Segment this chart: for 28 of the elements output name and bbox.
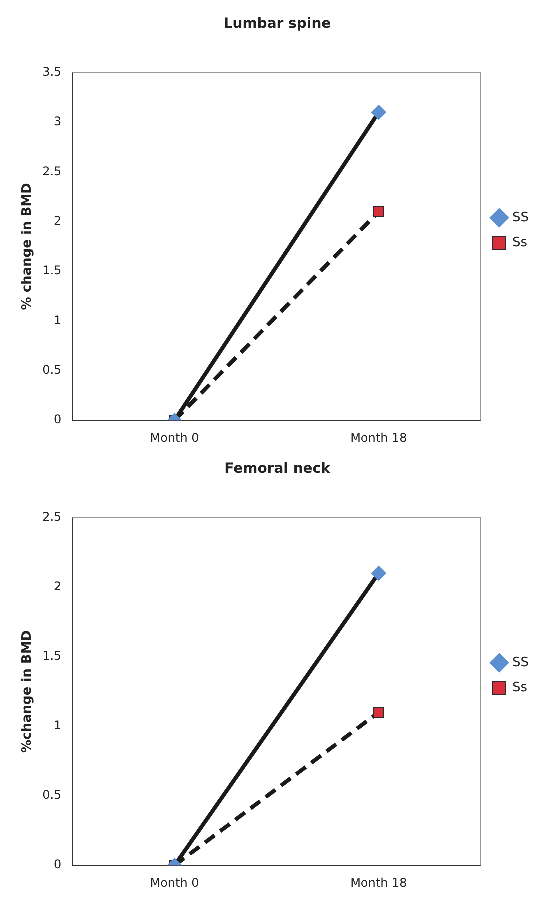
x-tick-label: Month 0 bbox=[150, 430, 200, 445]
legend-label: SS bbox=[512, 655, 530, 670]
x-tick-label: Month 0 bbox=[150, 876, 200, 890]
y-tick-label: 2 bbox=[54, 214, 62, 228]
y-axis-title: % change in BMD bbox=[20, 182, 36, 310]
y-tick-label: 1 bbox=[54, 718, 62, 733]
y-tick-label: 0.5 bbox=[42, 788, 62, 802]
y-tick-label: 3 bbox=[54, 114, 62, 129]
y-tick-label: 2.5 bbox=[42, 164, 62, 178]
point bbox=[373, 206, 384, 218]
y-tick-label: 0.5 bbox=[42, 363, 62, 378]
y-axis-title: %change in BMD bbox=[20, 630, 36, 753]
y-tick-label: 2.5 bbox=[42, 510, 62, 524]
y-tick-label: 2 bbox=[54, 579, 62, 594]
legend-label: Ss bbox=[512, 235, 528, 250]
y-tick-label: 1.5 bbox=[42, 264, 62, 278]
y-tick-label: 3.5 bbox=[42, 64, 62, 79]
legend-label: Ss bbox=[512, 680, 528, 696]
legend-label: SS bbox=[512, 210, 530, 226]
chart-title: Femoral neck bbox=[224, 461, 332, 478]
y-tick-label: 1 bbox=[54, 313, 62, 328]
y-tick-label: 0 bbox=[54, 412, 62, 427]
y-tick-label: 0 bbox=[54, 858, 62, 872]
point bbox=[371, 105, 386, 120]
y-tick-label: 1.5 bbox=[42, 649, 62, 664]
chart-title: Lumbar spine bbox=[224, 16, 332, 32]
x-tick-label: Month 18 bbox=[350, 876, 408, 890]
x-tick-label: Month 18 bbox=[350, 430, 408, 445]
